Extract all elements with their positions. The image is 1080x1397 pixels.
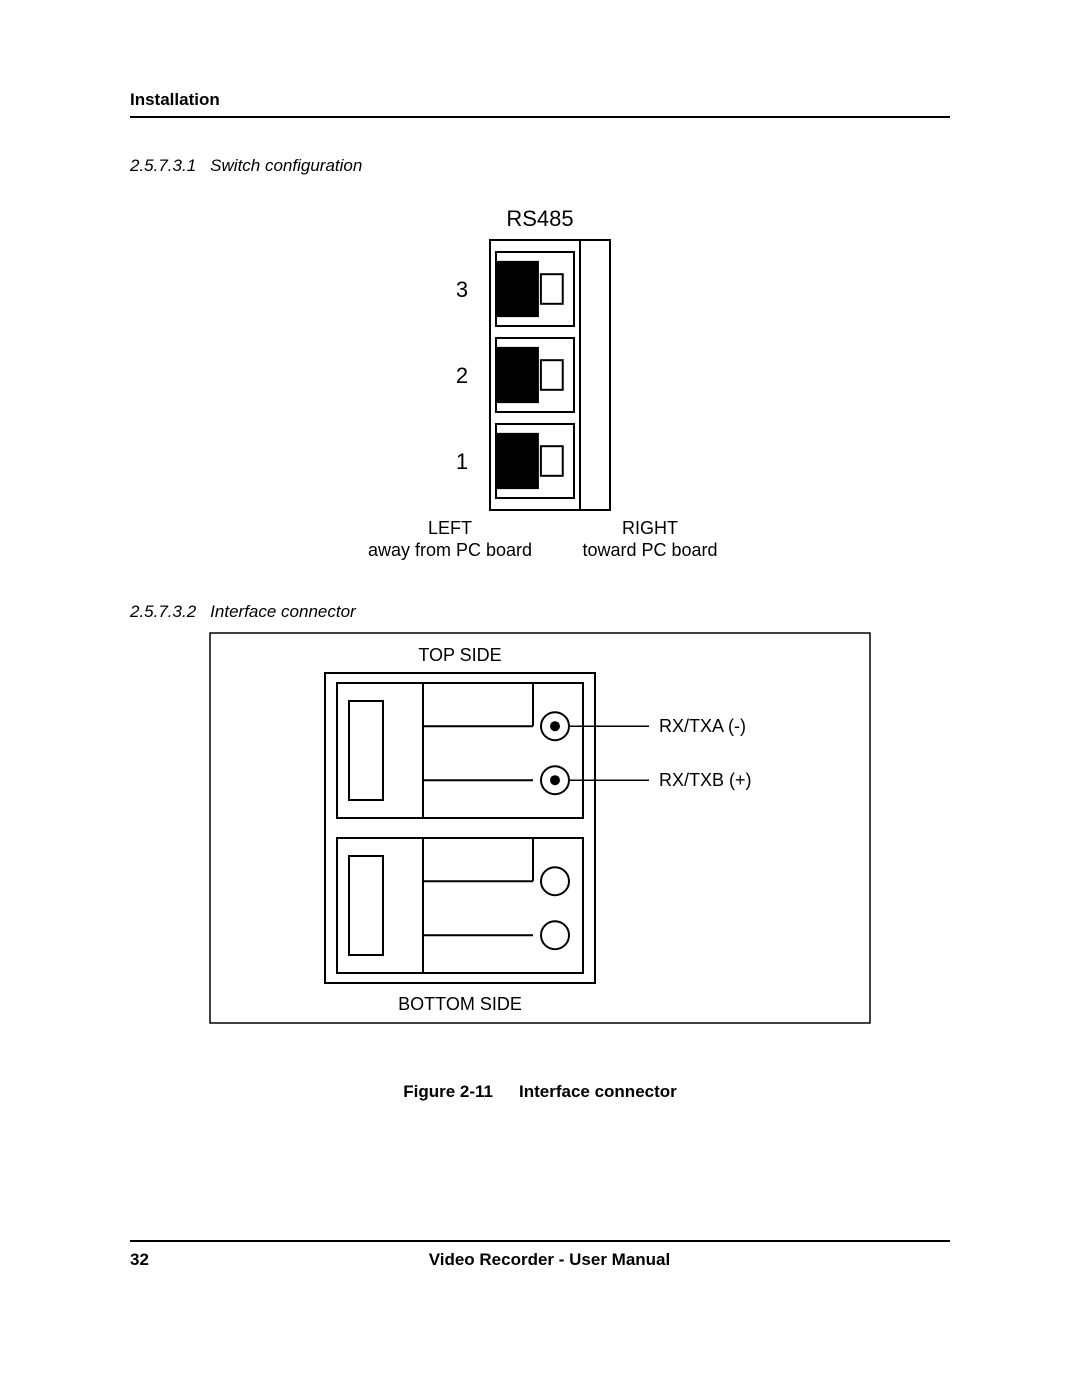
- callout-label: RX/TXB (+): [659, 770, 752, 790]
- switch-row-label: 3: [456, 277, 468, 302]
- page-footer: 32 Video Recorder - User Manual: [130, 1240, 950, 1270]
- switch-slider: [496, 261, 539, 317]
- section-number: 2.5.7.3.1: [130, 156, 196, 175]
- figure-caption: Figure 2-11 Interface connector: [130, 1082, 950, 1102]
- switch-right-label: RIGHT: [622, 518, 678, 538]
- connector-outer: [325, 673, 595, 983]
- callout-label: RX/TXA (-): [659, 716, 746, 736]
- connector-pin-ring: [541, 921, 569, 949]
- switch-title: RS485: [506, 206, 573, 231]
- connector-pin-dot: [550, 721, 560, 731]
- switch-side-rail: [580, 240, 610, 510]
- figure-number: Figure 2-11: [403, 1082, 493, 1101]
- connector-module: [337, 838, 583, 973]
- switch-row-label: 1: [456, 449, 468, 474]
- switch-handle: [541, 446, 563, 476]
- page-header: Installation: [130, 90, 950, 118]
- switch-handle: [541, 360, 563, 390]
- section-heading-2: 2.5.7.3.2 Interface connector: [130, 602, 950, 622]
- connector-diagram: TOP SIDE RX/TXA (-) RX/TXB (+) BOTTOM SID…: [130, 628, 950, 1058]
- switch-slider: [496, 347, 539, 403]
- connector-top-label: TOP SIDE: [418, 645, 501, 665]
- switch-right-sublabel: toward PC board: [582, 540, 717, 560]
- connector-left-pad: [349, 701, 383, 800]
- switch-row-label: 2: [456, 363, 468, 388]
- footer-title: Video Recorder - User Manual: [130, 1250, 950, 1270]
- connector-module: [337, 683, 583, 818]
- figure-frame: [210, 633, 870, 1023]
- figure-title: Interface connector: [519, 1082, 677, 1101]
- section-number: 2.5.7.3.2: [130, 602, 196, 621]
- switch-left-label: LEFT: [428, 518, 472, 538]
- switch-left-sublabel: away from PC board: [368, 540, 532, 560]
- switch-diagram: RS485 321 LEFT away from PC board RIGHT …: [130, 200, 950, 580]
- connector-bottom-label: BOTTOM SIDE: [398, 994, 522, 1014]
- page-number: 32: [130, 1250, 149, 1270]
- section-title: Interface connector: [210, 602, 356, 621]
- section-title: Switch configuration: [210, 156, 362, 175]
- section-heading-1: 2.5.7.3.1 Switch configuration: [130, 156, 950, 176]
- switch-slider: [496, 433, 539, 489]
- switch-handle: [541, 274, 563, 304]
- connector-pin-ring: [541, 867, 569, 895]
- connector-pin-dot: [550, 775, 560, 785]
- connector-left-pad: [349, 856, 383, 955]
